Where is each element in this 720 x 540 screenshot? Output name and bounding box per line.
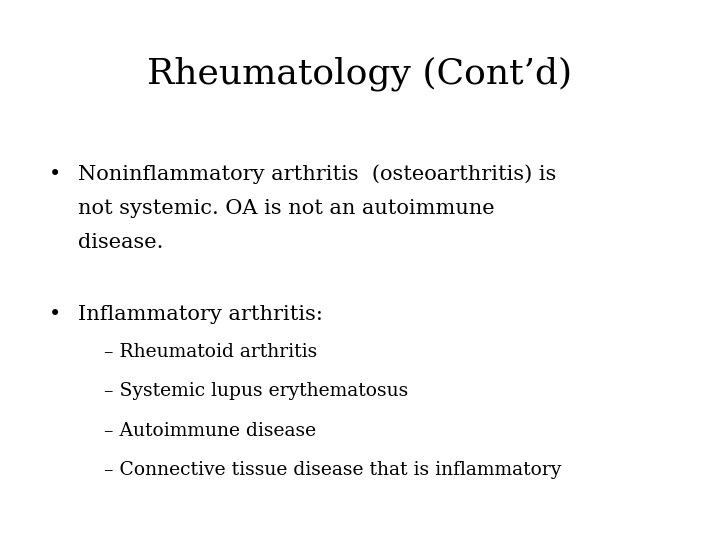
Text: not systemic. OA is not an autoimmune: not systemic. OA is not an autoimmune — [78, 199, 495, 218]
Text: Rheumatology (Cont’d): Rheumatology (Cont’d) — [148, 57, 572, 91]
Text: – Systemic lupus erythematosus: – Systemic lupus erythematosus — [104, 382, 409, 400]
Text: – Autoimmune disease: – Autoimmune disease — [104, 422, 317, 440]
Text: – Rheumatoid arthritis: – Rheumatoid arthritis — [104, 343, 318, 361]
Text: Noninflammatory arthritis  (osteoarthritis) is: Noninflammatory arthritis (osteoarthriti… — [78, 165, 556, 184]
Text: •: • — [49, 165, 61, 184]
Text: disease.: disease. — [78, 233, 163, 252]
Text: Inflammatory arthritis:: Inflammatory arthritis: — [78, 305, 323, 324]
Text: – Connective tissue disease that is inflammatory: – Connective tissue disease that is infl… — [104, 461, 562, 479]
Text: •: • — [49, 305, 61, 324]
